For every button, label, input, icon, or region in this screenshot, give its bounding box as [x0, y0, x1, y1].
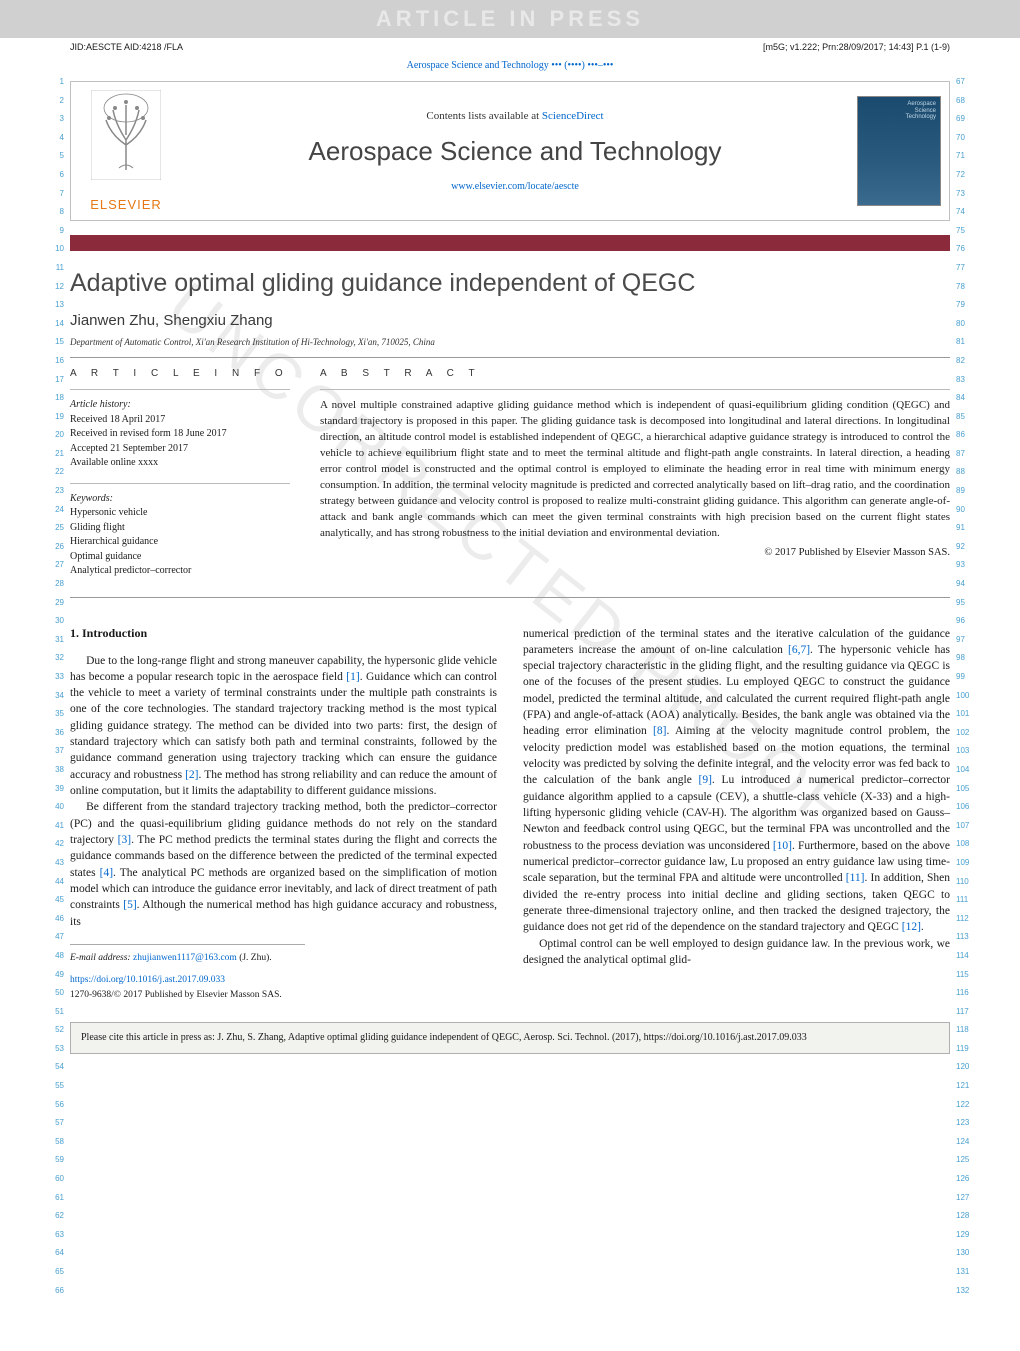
history-line: Accepted 21 September 2017 [70, 442, 290, 457]
meta-row: JID:AESCTE AID:4218 /FLA [m5G; v1.222; P… [0, 38, 1020, 54]
history-heading: Article history: [70, 398, 290, 413]
keywords-block: Keywords: Hypersonic vehicle Gliding fli… [70, 492, 290, 579]
info-abstract-row: A R T I C L E I N F O Article history: R… [70, 368, 950, 591]
keyword: Analytical predictor–corrector [70, 564, 290, 579]
issn-line: 1270-9638/© 2017 Published by Elsevier M… [70, 988, 305, 1002]
email-link[interactable]: zhujianwen1117@163.com [133, 953, 237, 963]
history-line: Received in revised form 18 June 2017 [70, 427, 290, 442]
keywords-heading: Keywords: [70, 492, 290, 507]
meta-left: JID:AESCTE AID:4218 /FLA [70, 42, 183, 52]
line-numbers-left: 1234567891011121314151617181920212223242… [46, 78, 64, 1305]
journal-ref-link[interactable]: Aerospace Science and Technology ••• (••… [407, 60, 614, 71]
line-numbers-right: 6768697071727374757677787980818283848586… [956, 78, 974, 1305]
journal-url-link[interactable]: www.elsevier.com/locate/aescte [451, 181, 579, 192]
article-title: Adaptive optimal gliding guidance indepe… [70, 269, 950, 298]
meta-right: [m5G; v1.222; Prn:28/09/2017; 14:43] P.1… [763, 42, 950, 52]
body-columns: 1. Introduction Due to the long-range fl… [70, 626, 950, 1002]
abstract-copyright: © 2017 Published by Elsevier Masson SAS. [320, 547, 950, 558]
doi-link[interactable]: https://doi.org/10.1016/j.ast.2017.09.03… [70, 975, 225, 985]
watermark-text: ARTICLE IN PRESS [376, 6, 644, 31]
left-column: 1. Introduction Due to the long-range fl… [70, 626, 497, 1002]
authors: Jianwen Zhu, Shengxiu Zhang [70, 312, 950, 329]
contents-prefix: Contents lists available at [426, 110, 541, 122]
body-paragraph: numerical prediction of the terminal sta… [523, 626, 950, 936]
journal-cover-icon [857, 96, 941, 206]
info-rule [70, 389, 290, 390]
keyword: Optimal guidance [70, 550, 290, 565]
publisher-name: ELSEVIER [90, 197, 162, 212]
elsevier-tree-icon [91, 90, 161, 180]
cite-box: Please cite this article in press as: J.… [70, 1022, 950, 1054]
cover-panel [849, 82, 949, 220]
abstract-label: A B S T R A C T [320, 368, 950, 379]
history-line: Available online xxxx [70, 456, 290, 471]
abstract-rule [320, 389, 950, 390]
article-history: Article history: Received 18 April 2017 … [70, 398, 290, 471]
keyword: Hierarchical guidance [70, 535, 290, 550]
article-head: Adaptive optimal gliding guidance indepe… [70, 269, 950, 347]
journal-ref-line: Aerospace Science and Technology ••• (••… [0, 54, 1020, 81]
keyword: Hypersonic vehicle [70, 506, 290, 521]
journal-url: www.elsevier.com/locate/aescte [451, 181, 579, 192]
sciencedirect-link[interactable]: ScienceDirect [542, 110, 604, 122]
info-rule [70, 483, 290, 484]
body-paragraph: Optimal control can be well employed to … [523, 936, 950, 969]
history-line: Received 18 April 2017 [70, 413, 290, 428]
rule-bottom [70, 597, 950, 598]
email-label: E-mail address: [70, 953, 133, 963]
email-who: (J. Zhu). [237, 953, 272, 963]
doi-line: https://doi.org/10.1016/j.ast.2017.09.03… [70, 973, 305, 987]
article-in-press-bar: ARTICLE IN PRESS [0, 0, 1020, 38]
abstract-text: A novel multiple constrained adaptive gl… [320, 398, 950, 541]
section-heading: 1. Introduction [70, 626, 497, 641]
journal-title: Aerospace Science and Technology [309, 136, 722, 167]
article-info-label: A R T I C L E I N F O [70, 368, 290, 379]
affiliation: Department of Automatic Control, Xi'an R… [70, 337, 950, 347]
publisher-panel: ELSEVIER [71, 82, 181, 220]
corresponding-email: E-mail address: zhujianwen1117@163.com (… [70, 951, 305, 965]
contents-line: Contents lists available at ScienceDirec… [426, 110, 603, 122]
section-divider-bar [70, 235, 950, 251]
body-paragraph: Be different from the standard trajector… [70, 799, 497, 930]
body-paragraph: Due to the long-range flight and strong … [70, 653, 497, 800]
footnotes: E-mail address: zhujianwen1117@163.com (… [70, 944, 305, 1002]
keyword: Gliding flight [70, 521, 290, 536]
header-center: Contents lists available at ScienceDirec… [181, 82, 849, 220]
article-info-col: A R T I C L E I N F O Article history: R… [70, 368, 290, 591]
abstract-col: A B S T R A C T A novel multiple constra… [320, 368, 950, 591]
journal-header-box: ELSEVIER Contents lists available at Sci… [70, 81, 950, 221]
right-column: numerical prediction of the terminal sta… [523, 626, 950, 1002]
rule-top [70, 357, 950, 358]
